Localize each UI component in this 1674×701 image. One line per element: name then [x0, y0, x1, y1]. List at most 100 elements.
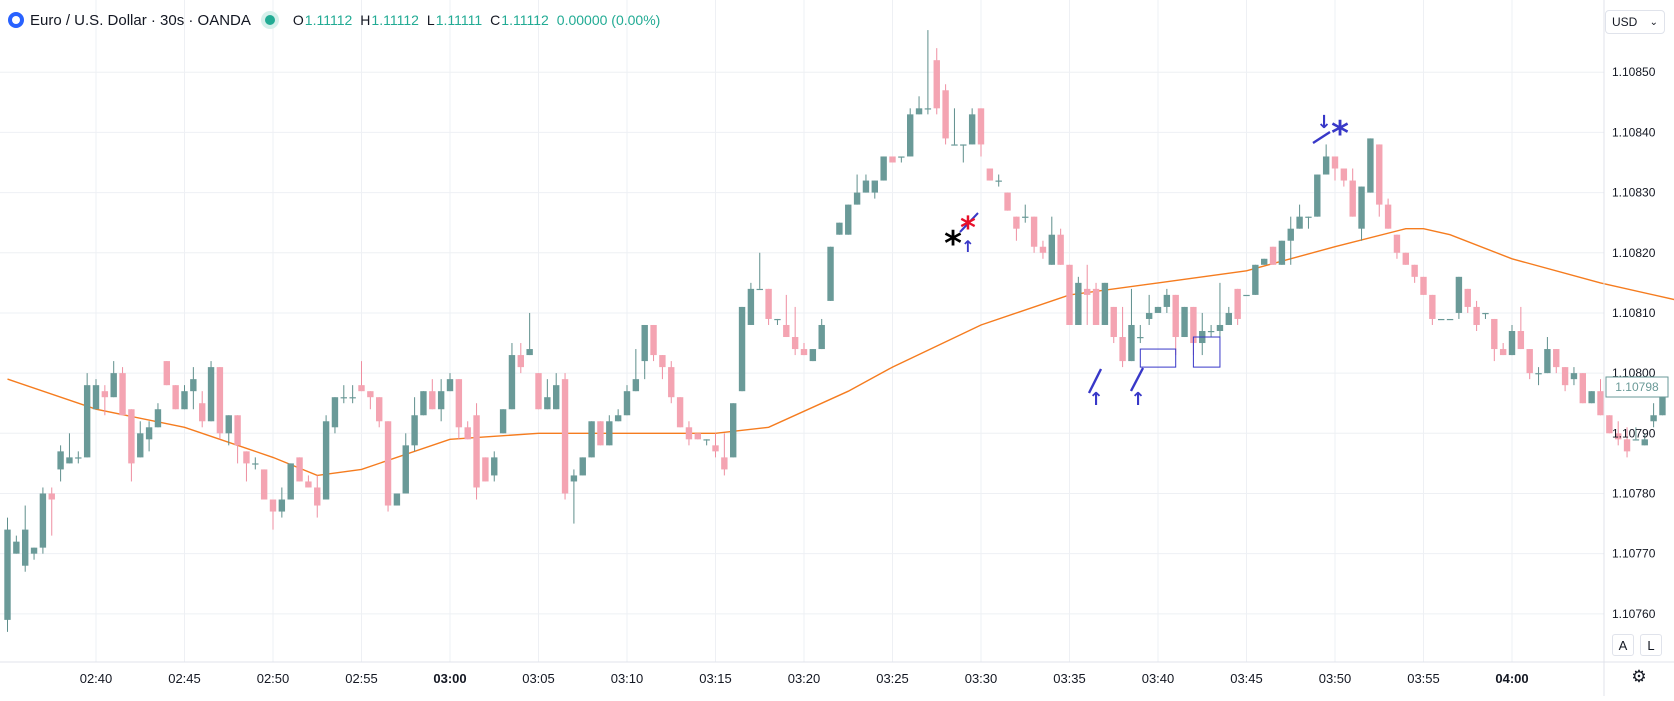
- candle: [146, 421, 152, 451]
- candle-body: [1217, 325, 1223, 331]
- candle-body: [1119, 337, 1125, 361]
- change-value: 0.00000 (0.00%): [557, 12, 661, 28]
- candle: [854, 175, 860, 205]
- candle: [1350, 169, 1356, 217]
- annotation-arrow-up-icon[interactable]: ↑: [1130, 389, 1145, 410]
- candle: [1438, 319, 1444, 320]
- candle: [668, 361, 674, 403]
- candle-body: [119, 373, 125, 415]
- candle: [279, 487, 285, 517]
- candle-body: [40, 493, 46, 547]
- auto-scale-button[interactable]: A: [1612, 634, 1634, 656]
- candle-body: [438, 391, 444, 409]
- candle: [181, 385, 187, 409]
- symbol-title[interactable]: Euro / U.S. Dollar · 30s · OANDA: [30, 12, 251, 29]
- candle-body: [633, 379, 639, 391]
- candle-body: [217, 367, 223, 433]
- time-tick-label: 03:40: [1142, 671, 1175, 686]
- annotation-star-icon[interactable]: *: [960, 211, 976, 246]
- candle-body: [1004, 193, 1010, 211]
- candle: [987, 169, 993, 181]
- candle-body: [642, 325, 648, 361]
- candle-body: [172, 385, 178, 409]
- candle: [1102, 283, 1108, 325]
- candle: [119, 367, 125, 415]
- candle-body: [403, 445, 409, 493]
- candle: [1305, 217, 1311, 229]
- candle-body: [394, 493, 400, 505]
- candle-body: [500, 409, 506, 433]
- candle-body: [1350, 181, 1356, 217]
- candle: [827, 247, 833, 301]
- candle: [1199, 313, 1205, 355]
- annotation-star-icon[interactable]: *: [1331, 114, 1349, 154]
- candle-body: [1544, 349, 1550, 373]
- candle: [580, 457, 586, 475]
- candle: [1164, 289, 1170, 313]
- candle: [137, 421, 143, 457]
- open-value: 1.11112: [305, 12, 353, 28]
- grid-lines: [0, 0, 1604, 662]
- candle: [535, 373, 541, 409]
- gear-icon[interactable]: ⚙: [1628, 666, 1650, 688]
- candle: [367, 391, 373, 409]
- candle-body: [358, 385, 364, 391]
- candle: [500, 409, 506, 433]
- candle: [482, 457, 488, 481]
- low-value: 1.11111: [436, 12, 482, 28]
- candle-body: [1385, 205, 1391, 229]
- candle-body: [553, 385, 559, 409]
- candle: [403, 433, 409, 493]
- candle: [721, 433, 727, 475]
- candle-body: [491, 457, 497, 475]
- candle-body: [1137, 337, 1143, 338]
- annotation-arrow-up-icon[interactable]: ↑: [1088, 389, 1103, 410]
- annotation-arrow-down-icon[interactable]: ↓: [1316, 112, 1331, 133]
- candle-body: [748, 289, 754, 325]
- candle: [1385, 199, 1391, 229]
- candle-body: [66, 457, 72, 463]
- close-value: 1.11112: [501, 12, 549, 28]
- annotation-box[interactable]: [1193, 337, 1220, 367]
- candle-body: [571, 475, 577, 481]
- candle: [872, 181, 878, 199]
- candle-body: [376, 397, 382, 421]
- candle-body: [677, 397, 683, 427]
- candle: [615, 409, 621, 421]
- price-tick-label: 1.10760: [1612, 607, 1656, 621]
- candle-body: [792, 337, 798, 349]
- price-axis[interactable]: 1.108501.108401.108301.108201.108101.108…: [1612, 65, 1656, 621]
- candle-body: [1553, 349, 1559, 367]
- log-scale-button[interactable]: L: [1640, 634, 1662, 656]
- candle-body: [1491, 319, 1497, 349]
- annotation-pen-stroke[interactable]: [1131, 368, 1143, 391]
- currency-selector[interactable]: USD ⌄: [1605, 10, 1665, 34]
- candle: [376, 397, 382, 427]
- candle: [358, 361, 364, 391]
- time-tick-label: 03:50: [1319, 671, 1352, 686]
- candle-body: [854, 193, 860, 205]
- candle-body: [164, 361, 170, 385]
- candle-body: [1562, 367, 1568, 385]
- candle: [199, 391, 205, 427]
- candle-body: [1296, 217, 1302, 229]
- candle: [305, 475, 311, 487]
- candle-body: [57, 451, 63, 469]
- candle-body: [810, 349, 816, 361]
- candle: [1588, 391, 1594, 403]
- candle-body: [473, 415, 479, 487]
- candle: [836, 223, 842, 235]
- time-tick-label: 03:55: [1407, 671, 1440, 686]
- annotation-pen-stroke[interactable]: [1313, 132, 1330, 143]
- candle: [13, 536, 19, 554]
- candle: [650, 325, 656, 361]
- candle: [562, 373, 568, 499]
- candle-body: [1261, 259, 1267, 265]
- candle: [323, 415, 329, 499]
- candle: [429, 379, 435, 409]
- candle-body: [111, 373, 117, 397]
- candle-body: [730, 403, 736, 457]
